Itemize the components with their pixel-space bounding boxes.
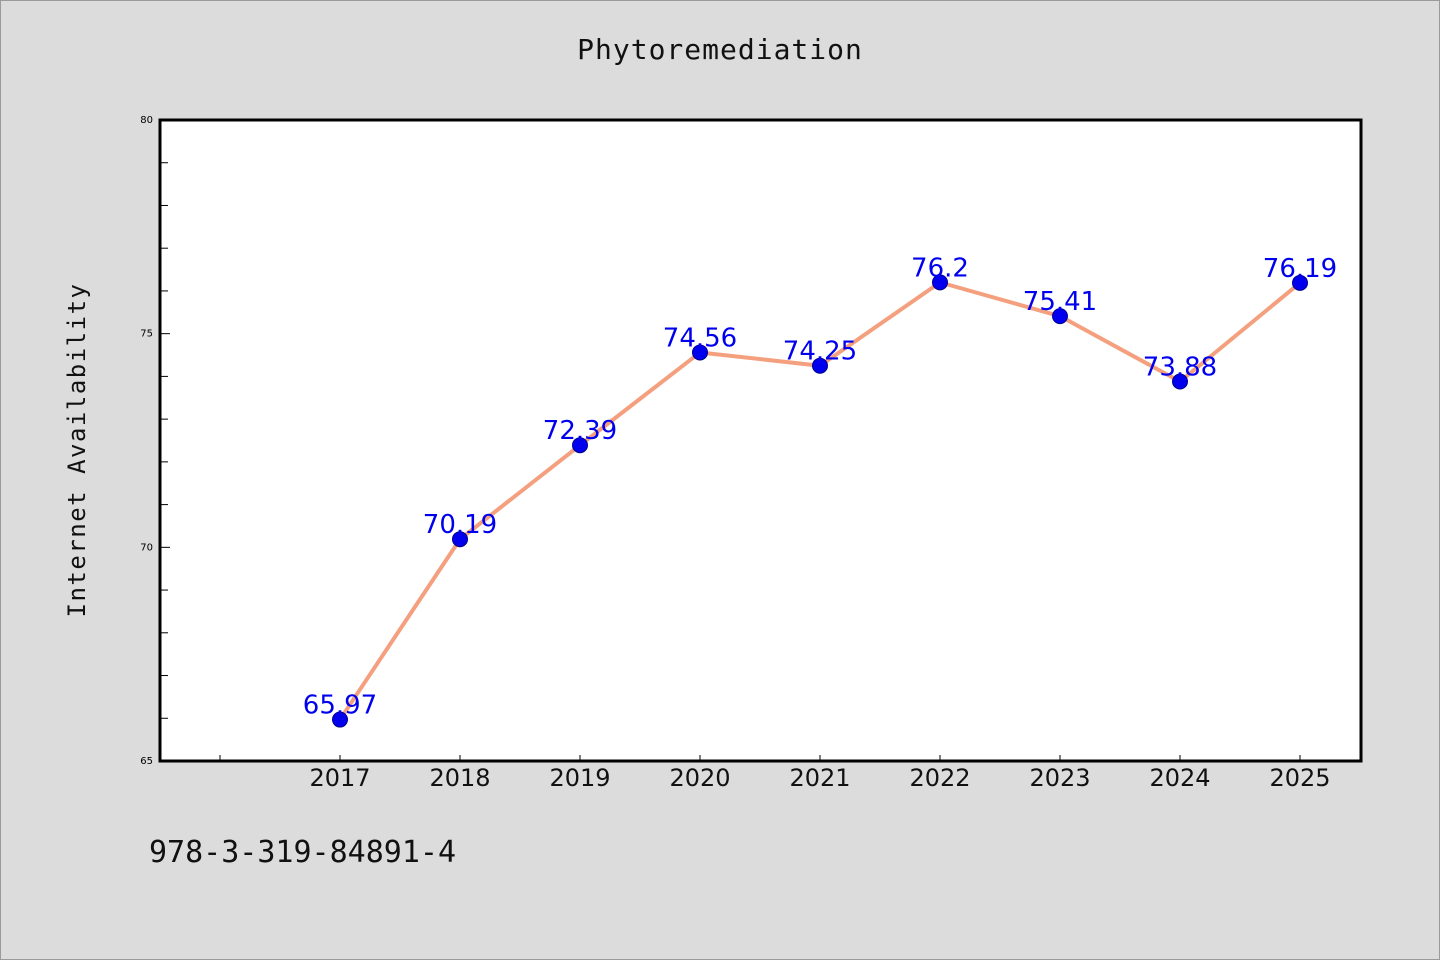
isbn-text: 978-3-319-84891-4: [149, 835, 457, 870]
data-point: [572, 437, 588, 454]
x-tick-label: 2018: [429, 764, 490, 792]
x-tick-label: 2020: [669, 764, 730, 792]
data-point: [1052, 308, 1068, 325]
data-label: 74.25: [783, 337, 857, 367]
data-label: 65.97: [303, 691, 377, 721]
data-point: [332, 711, 348, 728]
data-label: 70.19: [423, 510, 497, 540]
data-label: 76.19: [1263, 254, 1337, 284]
chart-title: Phytoremediation: [577, 33, 863, 66]
y-tick-label: 65: [140, 756, 153, 767]
plot-area: [158, 118, 1363, 763]
data-label: 75.41: [1023, 287, 1097, 317]
y-tick-label: 70: [140, 542, 153, 553]
data-label: 72.39: [543, 416, 617, 446]
data-point: [1292, 274, 1308, 291]
y-tick-label: 75: [140, 329, 153, 340]
data-point: [812, 357, 828, 374]
x-tick-label: 2024: [1149, 764, 1210, 792]
data-label: 76.2: [911, 253, 969, 283]
x-tick-label: 2025: [1269, 764, 1330, 792]
data-point: [692, 344, 708, 361]
data-label: 73.88: [1143, 353, 1217, 383]
data-label: 74.56: [663, 323, 737, 353]
data-point: [1172, 373, 1188, 390]
x-tick-label: 2017: [309, 764, 370, 792]
y-axis-label: Internet Availability: [63, 283, 91, 618]
data-point: [452, 531, 468, 548]
x-tick-label: 2021: [789, 764, 850, 792]
x-tick-label: 2022: [909, 764, 970, 792]
y-tick-label: 80: [140, 115, 153, 126]
data-point: [932, 274, 948, 291]
x-tick-label: 2023: [1029, 764, 1090, 792]
x-tick-label: 2019: [549, 764, 610, 792]
